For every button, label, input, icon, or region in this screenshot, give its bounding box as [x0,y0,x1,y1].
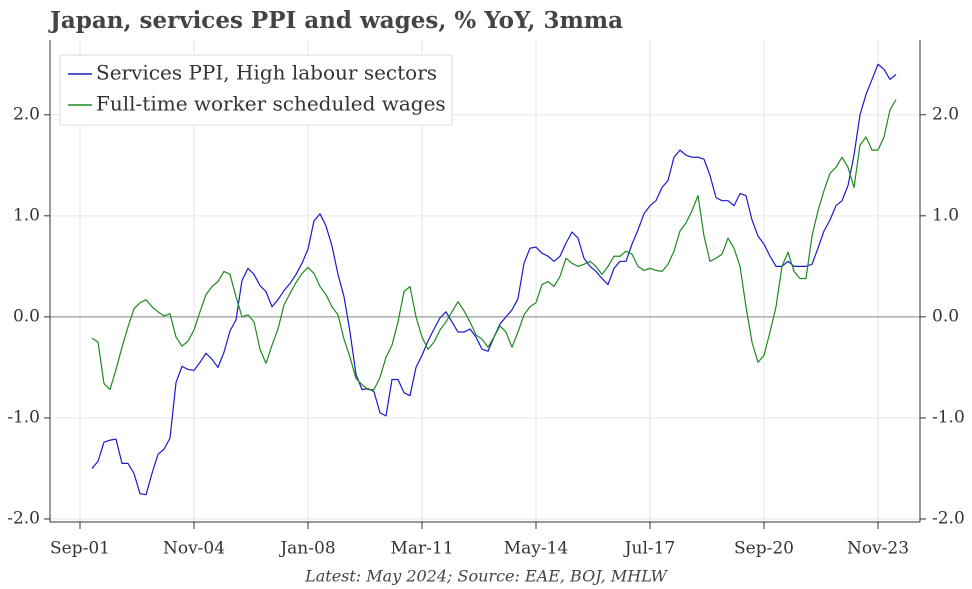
y-tick-label: 2.0 [13,104,40,124]
legend: Services PPI, High labour sectors Full-ti… [59,54,453,126]
series-line [91,63,897,496]
x-tick-label: Nov-04 [163,539,225,559]
y2-tick-label: 2.0 [932,104,959,124]
y2-tick-label: -1.0 [932,407,965,427]
y-tick-label: 1.0 [13,205,40,225]
y-tick-label: -1.0 [7,407,40,427]
x-tick-label: Mar-11 [390,539,453,559]
y2-tick-label: -2.0 [932,508,965,528]
x-tick-label: Jan-08 [278,539,335,559]
x-tick-label: Jul-17 [623,539,676,559]
x-tick-label: May-14 [504,539,569,559]
legend-box [59,54,453,126]
y2-tick-label: 0.0 [932,306,959,326]
x-tick-label: Nov-23 [847,539,909,559]
y2-tick-label: 1.0 [932,205,959,225]
legend-label: Services PPI, High labour sectors [96,61,437,85]
chart-title: Japan, services PPI and wages, % YoY, 3m… [48,7,623,34]
legend-label: Full-time worker scheduled wages [96,92,446,116]
x-tick-label: Sep-20 [734,539,794,559]
series-line [91,99,897,391]
x-tick-label: Sep-01 [50,539,110,559]
footnote: Latest: May 2024; Source: EAE, BOJ, MHLW [304,567,668,586]
y-tick-label: 0.0 [13,306,40,326]
y-tick-label: -2.0 [7,508,40,528]
